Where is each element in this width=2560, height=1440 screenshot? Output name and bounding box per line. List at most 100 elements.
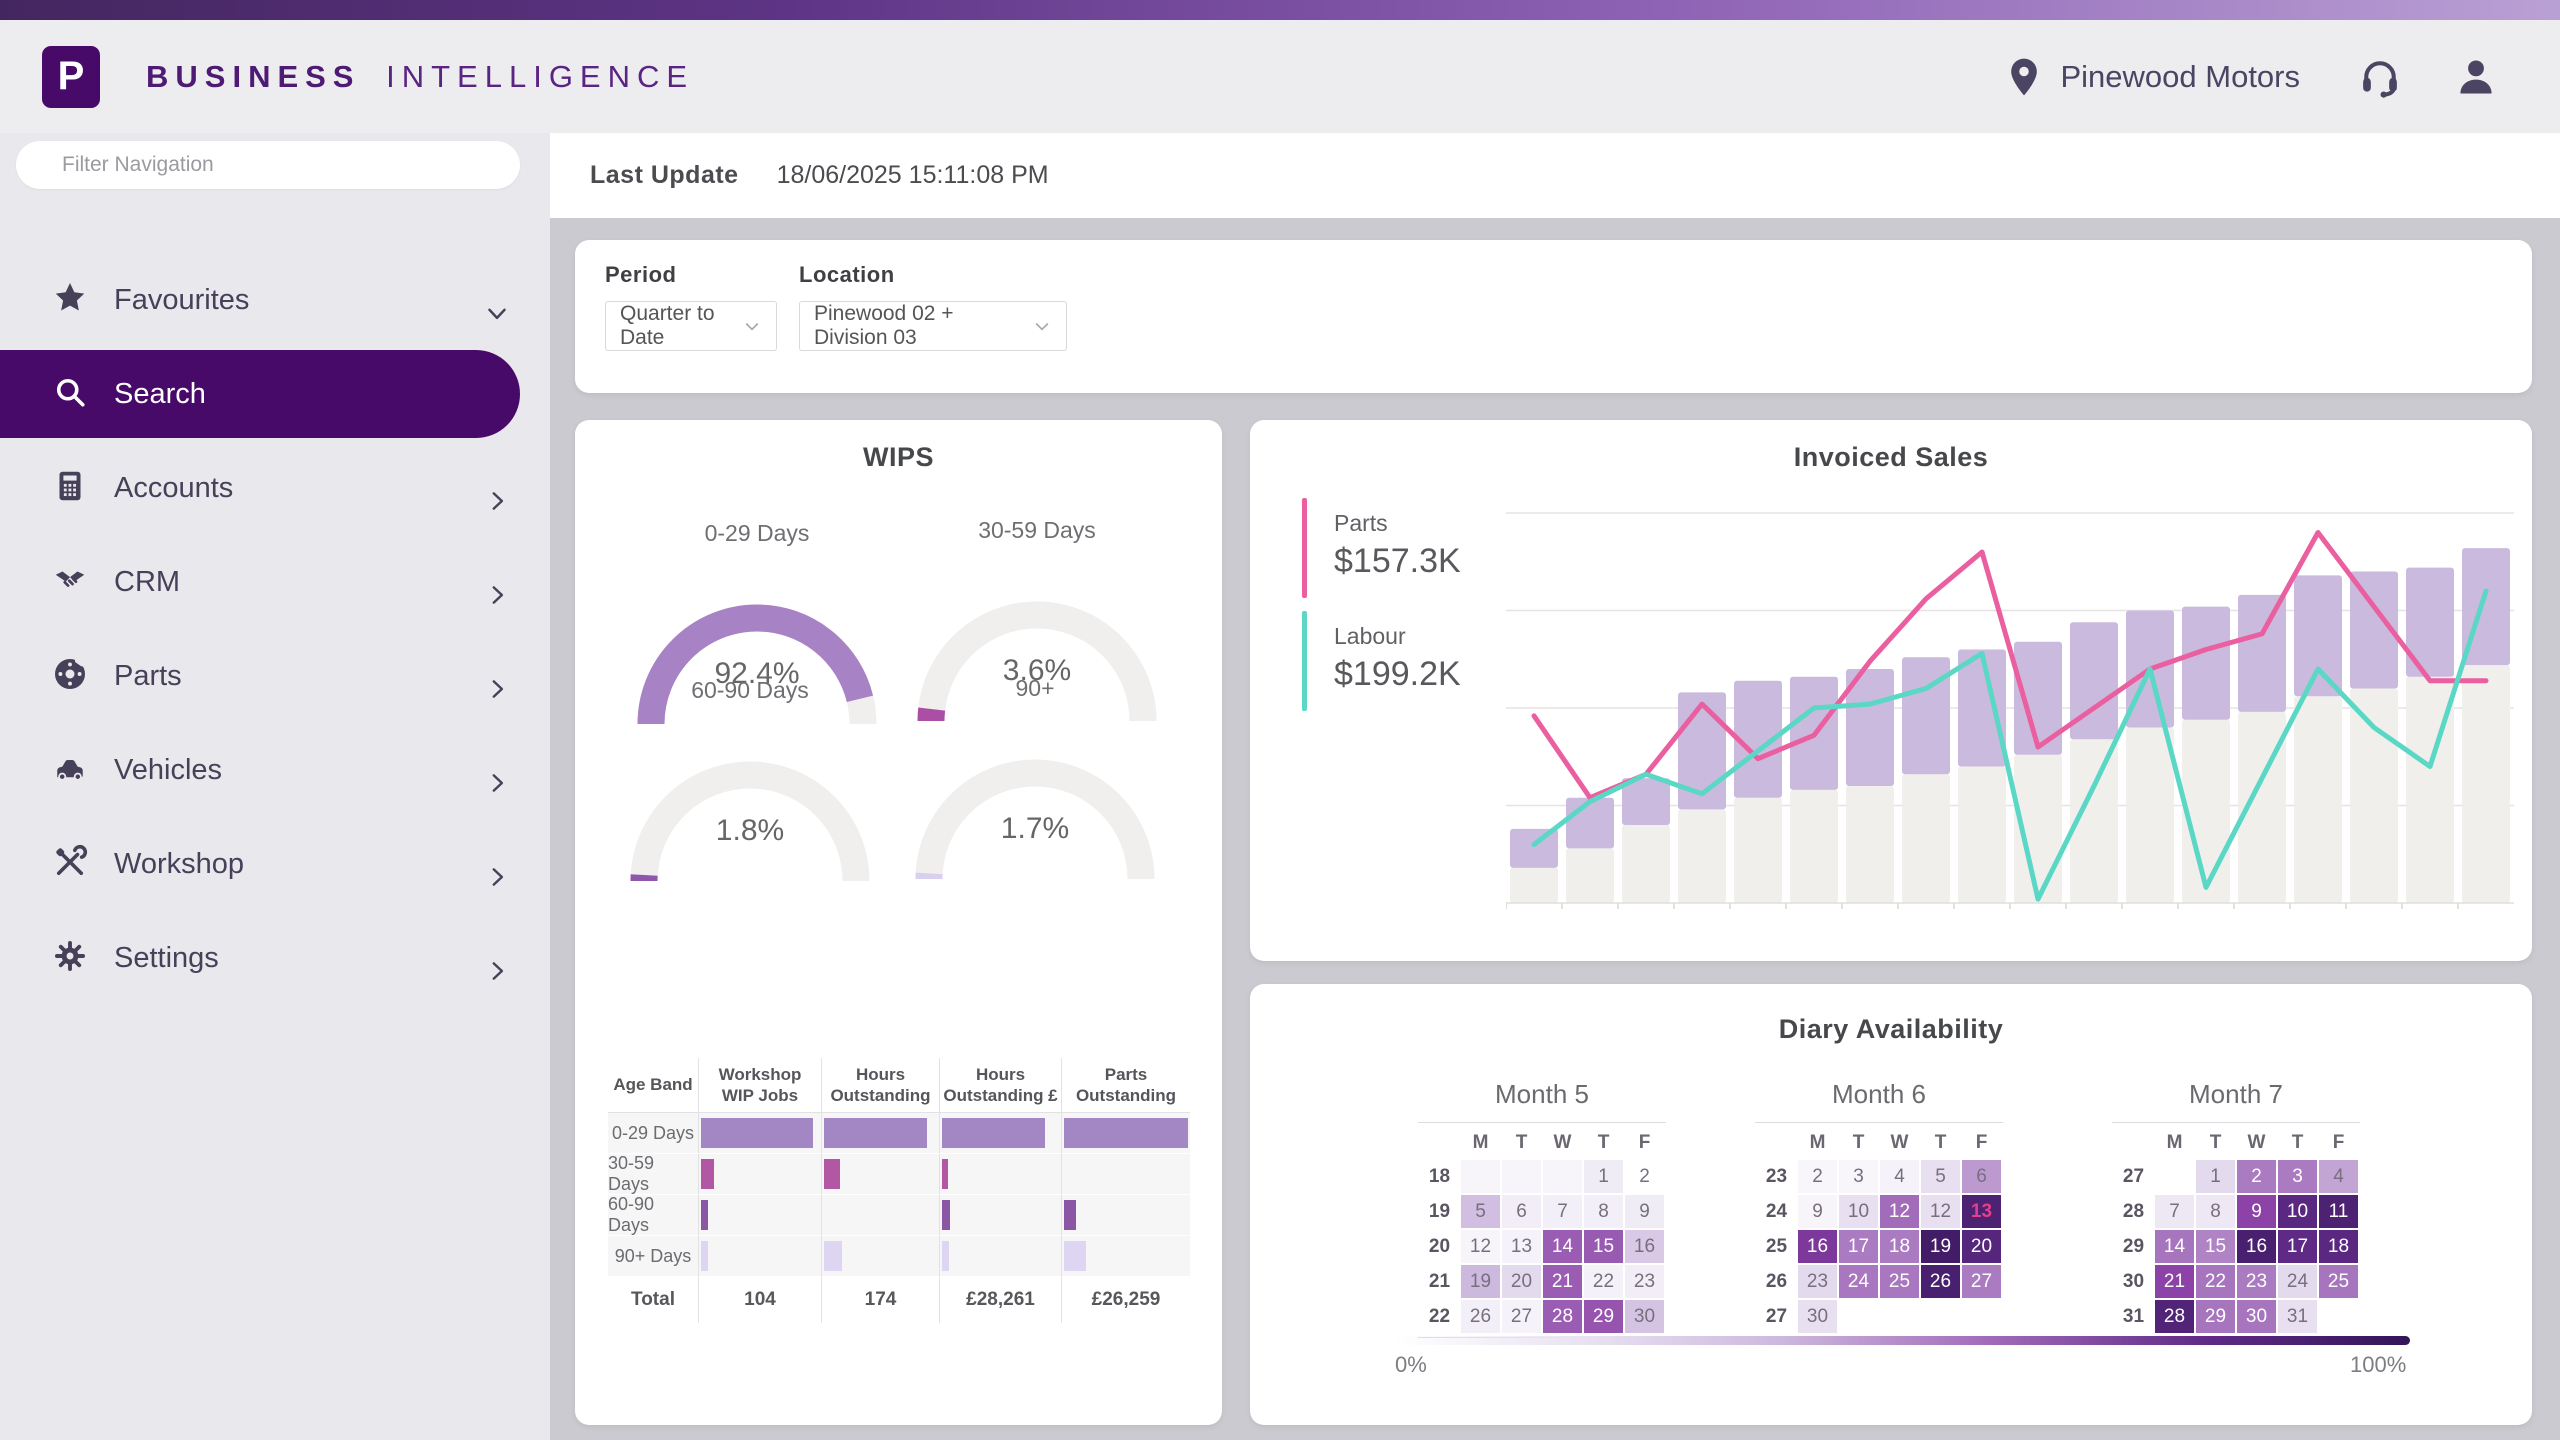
calendar-day-cell: 29	[1584, 1300, 1623, 1333]
calendar-day-cell: 20	[1502, 1265, 1541, 1298]
scale-min-label: 0%	[1395, 1352, 1427, 1377]
month-calendar: Month 5 M T W T F 18 1 2 19 5 6 7 8 9 20 12 13 14 15 16 21 19 2…	[1418, 1079, 1666, 1338]
gauge-label: 0-29 Days	[704, 520, 810, 546]
calendar-day-cell: 17	[1839, 1230, 1878, 1263]
table-bar	[942, 1200, 951, 1230]
user-profile-icon[interactable]	[2454, 55, 2498, 99]
table-bar-cell	[698, 1195, 821, 1236]
sidebar-item-favourites[interactable]: Favourites	[0, 253, 550, 347]
sales-line-labour	[1531, 588, 2489, 902]
sidebar-item-search[interactable]: Search	[0, 350, 520, 438]
table-total-label: Total	[608, 1277, 698, 1323]
table-bar-cell	[1061, 1154, 1190, 1195]
calendar-day-cell: 30	[1625, 1300, 1664, 1333]
calendar-day-cell	[1543, 1160, 1582, 1193]
location-dropdown[interactable]: Pinewood 02 + Division 03	[799, 301, 1067, 351]
calendar-day-cell: 6	[1502, 1195, 1541, 1228]
day-header: M	[1472, 1131, 1489, 1153]
location-value: Pinewood 02 + Division 03	[814, 302, 954, 349]
table-bar-cell	[939, 1236, 1061, 1277]
star-icon	[0, 280, 88, 321]
day-header: M	[2166, 1131, 2183, 1153]
month-title: Month 5	[1495, 1079, 1589, 1109]
diary-title: Diary Availability	[1778, 1014, 2004, 1044]
sidebar-item-workshop[interactable]: Workshop	[0, 817, 550, 911]
sidebar-item-crm[interactable]: CRM	[0, 535, 550, 629]
calendar-day-cell: 6	[1962, 1160, 2001, 1193]
sidebar-item-label: Workshop	[114, 847, 245, 880]
period-dropdown[interactable]: Quarter to Date	[605, 301, 777, 351]
sidebar-item-settings[interactable]: Settings	[0, 911, 550, 1005]
calendar-day-cell: 10	[2278, 1195, 2317, 1228]
calendar-day-cell: 4	[1880, 1160, 1919, 1193]
sales-bar	[1622, 825, 1670, 903]
sales-bar	[2238, 594, 2286, 712]
calendar-day-cell: 13	[1962, 1195, 2001, 1228]
sidebar-item-parts[interactable]: Parts	[0, 629, 550, 723]
sales-line-parts	[1531, 530, 2489, 801]
day-header: F	[2332, 1131, 2345, 1153]
filter-navigation-input[interactable]	[16, 141, 520, 189]
calendar-day-cell	[1962, 1300, 2001, 1333]
calendar-day-cell: 16	[1798, 1230, 1837, 1263]
table-bar-cell	[698, 1236, 821, 1277]
calendar-day-cell: 28	[2155, 1300, 2194, 1333]
calendar-day-cell: 19	[1921, 1230, 1960, 1263]
legend-name: Parts	[1334, 510, 1388, 536]
sales-bar	[1790, 789, 1838, 903]
day-header: T	[2291, 1131, 2304, 1153]
sales-bar	[2182, 719, 2230, 903]
gauge-value: 3.6%	[1002, 654, 1072, 687]
week-number: 27	[2114, 1160, 2153, 1193]
brand-bold: BUSINESS	[146, 58, 361, 94]
calendar-day-cell: 1	[1584, 1160, 1623, 1193]
brand-title: BUSINESS INTELLIGENCE	[146, 59, 694, 95]
table-bar-cell	[698, 1154, 821, 1195]
gauge-value: 1.8%	[715, 814, 785, 847]
table-row-label: 90+ Days	[608, 1236, 698, 1277]
calendar-day-cell: 15	[2196, 1230, 2235, 1263]
sales-bar	[1678, 809, 1726, 903]
table-row-label: 0-29 Days	[608, 1113, 698, 1154]
sales-chart	[1505, 500, 2514, 915]
sidebar-item-accounts[interactable]: Accounts	[0, 441, 550, 535]
month-title: Month 6	[1832, 1079, 1926, 1109]
week-number: 23	[1757, 1160, 1796, 1193]
sales-bar	[2182, 606, 2230, 720]
table-header: Hours Outstanding £	[939, 1058, 1061, 1113]
calendar-day-cell: 21	[1543, 1265, 1582, 1298]
table-row-label: 30-59 Days	[608, 1153, 698, 1195]
calendar-day-cell	[1839, 1300, 1878, 1333]
last-update-bar: Last Update 18/06/2025 15:11:08 PM	[550, 133, 2560, 218]
dealer-name[interactable]: Pinewood Motors	[2060, 58, 2300, 94]
calendar-day-cell: 8	[1584, 1195, 1623, 1228]
calendar-day-cell: 10	[1839, 1195, 1878, 1228]
sales-bar	[2014, 754, 2062, 903]
calendar-day-cell: 4	[2319, 1160, 2358, 1193]
table-bar-cell	[821, 1236, 939, 1277]
last-update-value: 18/06/2025 15:11:08 PM	[776, 161, 1049, 189]
calendar-day-cell: 27	[1502, 1300, 1541, 1333]
calendar-day-cell	[2155, 1160, 2194, 1193]
location-pin-icon[interactable]	[2002, 55, 2046, 99]
sidebar-item-label: Settings	[114, 941, 219, 974]
sidebar-item-vehicles[interactable]: Vehicles	[0, 723, 550, 817]
period-label: Period	[605, 262, 677, 287]
support-headset-icon[interactable]	[2358, 55, 2402, 99]
gear-icon	[0, 938, 88, 979]
gauge-arc	[630, 761, 870, 882]
day-header: T	[2209, 1131, 2222, 1153]
table-bar	[1064, 1200, 1076, 1230]
sales-bar	[1734, 797, 1782, 903]
location-label: Location	[799, 262, 895, 287]
legend-swatch	[1302, 611, 1307, 711]
week-number: 25	[1757, 1230, 1796, 1263]
calendar-day-cell: 9	[1625, 1195, 1664, 1228]
table-bar	[824, 1118, 927, 1148]
calendar-day-cell: 26	[1921, 1265, 1960, 1298]
handshake-icon	[0, 562, 88, 603]
day-header: M	[1809, 1131, 1826, 1153]
day-header: F	[1975, 1131, 1988, 1153]
chevron-down-icon	[1032, 316, 1052, 336]
calendar-day-cell	[1461, 1160, 1500, 1193]
